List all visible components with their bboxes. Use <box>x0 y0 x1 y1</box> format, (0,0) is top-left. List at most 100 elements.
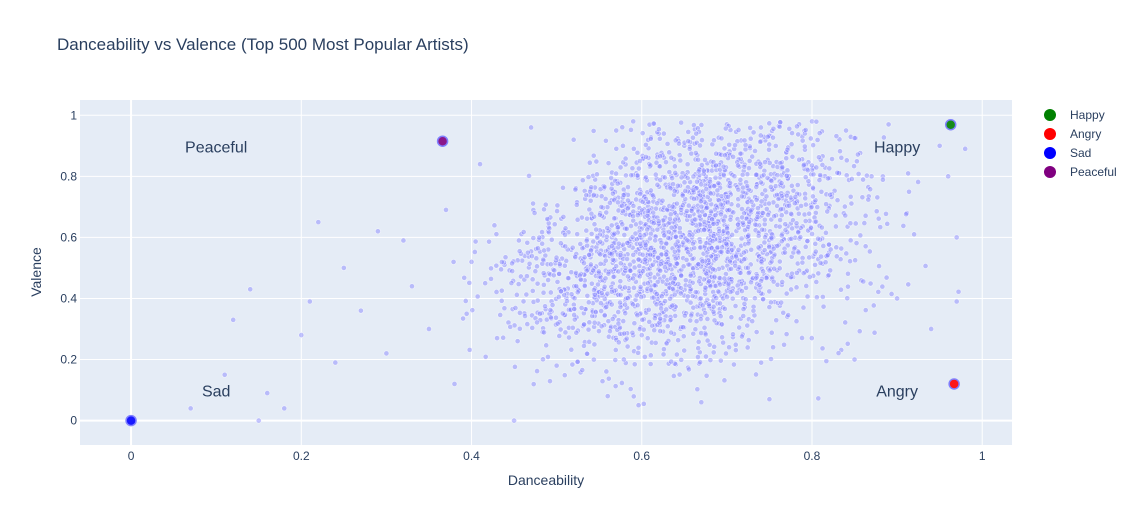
data-point[interactable] <box>735 221 741 228</box>
data-point[interactable] <box>630 145 637 152</box>
data-point[interactable] <box>564 298 570 305</box>
data-point[interactable] <box>779 281 785 288</box>
data-point[interactable] <box>562 225 569 232</box>
data-point[interactable] <box>543 342 550 349</box>
data-point[interactable] <box>531 210 538 216</box>
data-point[interactable] <box>685 293 691 300</box>
data-point[interactable] <box>610 190 616 197</box>
data-point[interactable] <box>737 150 744 157</box>
data-point[interactable] <box>532 268 539 275</box>
data-point[interactable] <box>594 171 600 178</box>
data-point[interactable] <box>529 324 536 331</box>
data-point[interactable] <box>584 215 590 222</box>
data-point[interactable] <box>760 296 767 303</box>
data-point[interactable] <box>829 156 835 162</box>
data-point[interactable] <box>597 260 604 267</box>
data-point[interactable] <box>709 238 716 244</box>
data-point[interactable] <box>735 246 742 253</box>
data-point[interactable] <box>744 171 751 178</box>
data-point[interactable] <box>608 288 615 295</box>
data-point[interactable] <box>862 307 869 314</box>
data-point[interactable] <box>547 214 554 221</box>
data-point[interactable] <box>788 210 794 217</box>
data-point[interactable] <box>547 261 554 268</box>
data-point[interactable] <box>561 262 568 269</box>
data-point[interactable] <box>652 171 659 178</box>
data-point[interactable] <box>750 303 757 310</box>
data-point[interactable] <box>786 125 793 132</box>
data-point[interactable] <box>599 378 606 385</box>
data-point[interactable] <box>788 253 795 260</box>
data-point[interactable] <box>723 240 730 247</box>
data-point[interactable] <box>783 290 790 297</box>
data-point[interactable] <box>757 179 764 186</box>
data-point[interactable] <box>619 380 625 386</box>
data-point[interactable] <box>482 280 489 287</box>
data-point[interactable] <box>727 258 733 265</box>
data-point[interactable] <box>584 292 591 299</box>
legend[interactable]: Happy Angry Sad Peaceful <box>1044 108 1117 179</box>
data-point[interactable] <box>554 320 561 327</box>
data-point[interactable] <box>633 310 640 317</box>
data-point[interactable] <box>500 334 507 341</box>
data-point[interactable] <box>652 340 659 346</box>
data-point[interactable] <box>796 156 803 163</box>
data-point[interactable] <box>608 243 615 250</box>
data-point[interactable] <box>581 283 588 289</box>
data-point[interactable] <box>749 318 756 325</box>
data-point[interactable] <box>687 317 694 324</box>
data-point[interactable] <box>547 307 554 313</box>
data-point[interactable] <box>683 208 690 214</box>
data-point[interactable] <box>798 203 804 209</box>
data-point[interactable] <box>707 190 714 197</box>
data-point[interactable] <box>513 291 520 298</box>
data-point[interactable] <box>670 279 676 286</box>
data-point[interactable] <box>593 158 600 165</box>
data-point[interactable] <box>743 264 749 271</box>
data-point[interactable] <box>526 172 532 179</box>
data-point[interactable] <box>766 160 773 166</box>
data-point[interactable] <box>789 270 795 277</box>
data-point[interactable] <box>574 231 581 238</box>
data-point[interactable] <box>690 189 697 196</box>
data-point[interactable] <box>778 232 785 239</box>
data-point[interactable] <box>678 324 684 331</box>
data-point[interactable] <box>511 322 518 329</box>
data-point[interactable] <box>844 340 851 347</box>
data-point[interactable] <box>637 240 644 247</box>
data-point[interactable] <box>592 291 599 298</box>
data-point[interactable] <box>806 210 813 217</box>
data-point[interactable] <box>808 335 815 341</box>
data-point[interactable] <box>745 316 752 323</box>
data-point[interactable] <box>609 280 616 287</box>
data-point[interactable] <box>711 137 717 144</box>
data-point[interactable] <box>847 258 853 265</box>
data-point[interactable] <box>815 270 822 277</box>
data-point[interactable] <box>808 171 815 178</box>
data-point[interactable] <box>568 269 575 276</box>
data-point[interactable] <box>559 310 566 317</box>
data-point[interactable] <box>605 160 612 167</box>
data-point[interactable] <box>624 295 631 301</box>
data-point[interactable] <box>766 120 773 127</box>
data-point[interactable] <box>753 196 760 203</box>
data-point[interactable] <box>875 289 882 295</box>
data-point[interactable] <box>739 189 746 196</box>
data-point[interactable] <box>727 289 734 295</box>
data-point[interactable] <box>744 344 751 351</box>
data-point[interactable] <box>799 255 806 261</box>
data-point[interactable] <box>732 262 739 269</box>
data-point[interactable] <box>741 163 748 170</box>
data-point[interactable] <box>630 208 637 215</box>
data-point[interactable] <box>590 356 597 363</box>
data-point[interactable] <box>703 186 710 192</box>
data-point[interactable] <box>724 225 731 232</box>
data-point[interactable] <box>742 142 749 148</box>
data-point[interactable] <box>635 349 641 356</box>
data-point[interactable] <box>669 203 676 210</box>
data-point[interactable] <box>627 211 633 218</box>
data-point[interactable] <box>615 207 622 214</box>
data-point[interactable] <box>737 156 744 162</box>
data-point[interactable] <box>773 223 780 229</box>
data-point[interactable] <box>498 259 505 265</box>
